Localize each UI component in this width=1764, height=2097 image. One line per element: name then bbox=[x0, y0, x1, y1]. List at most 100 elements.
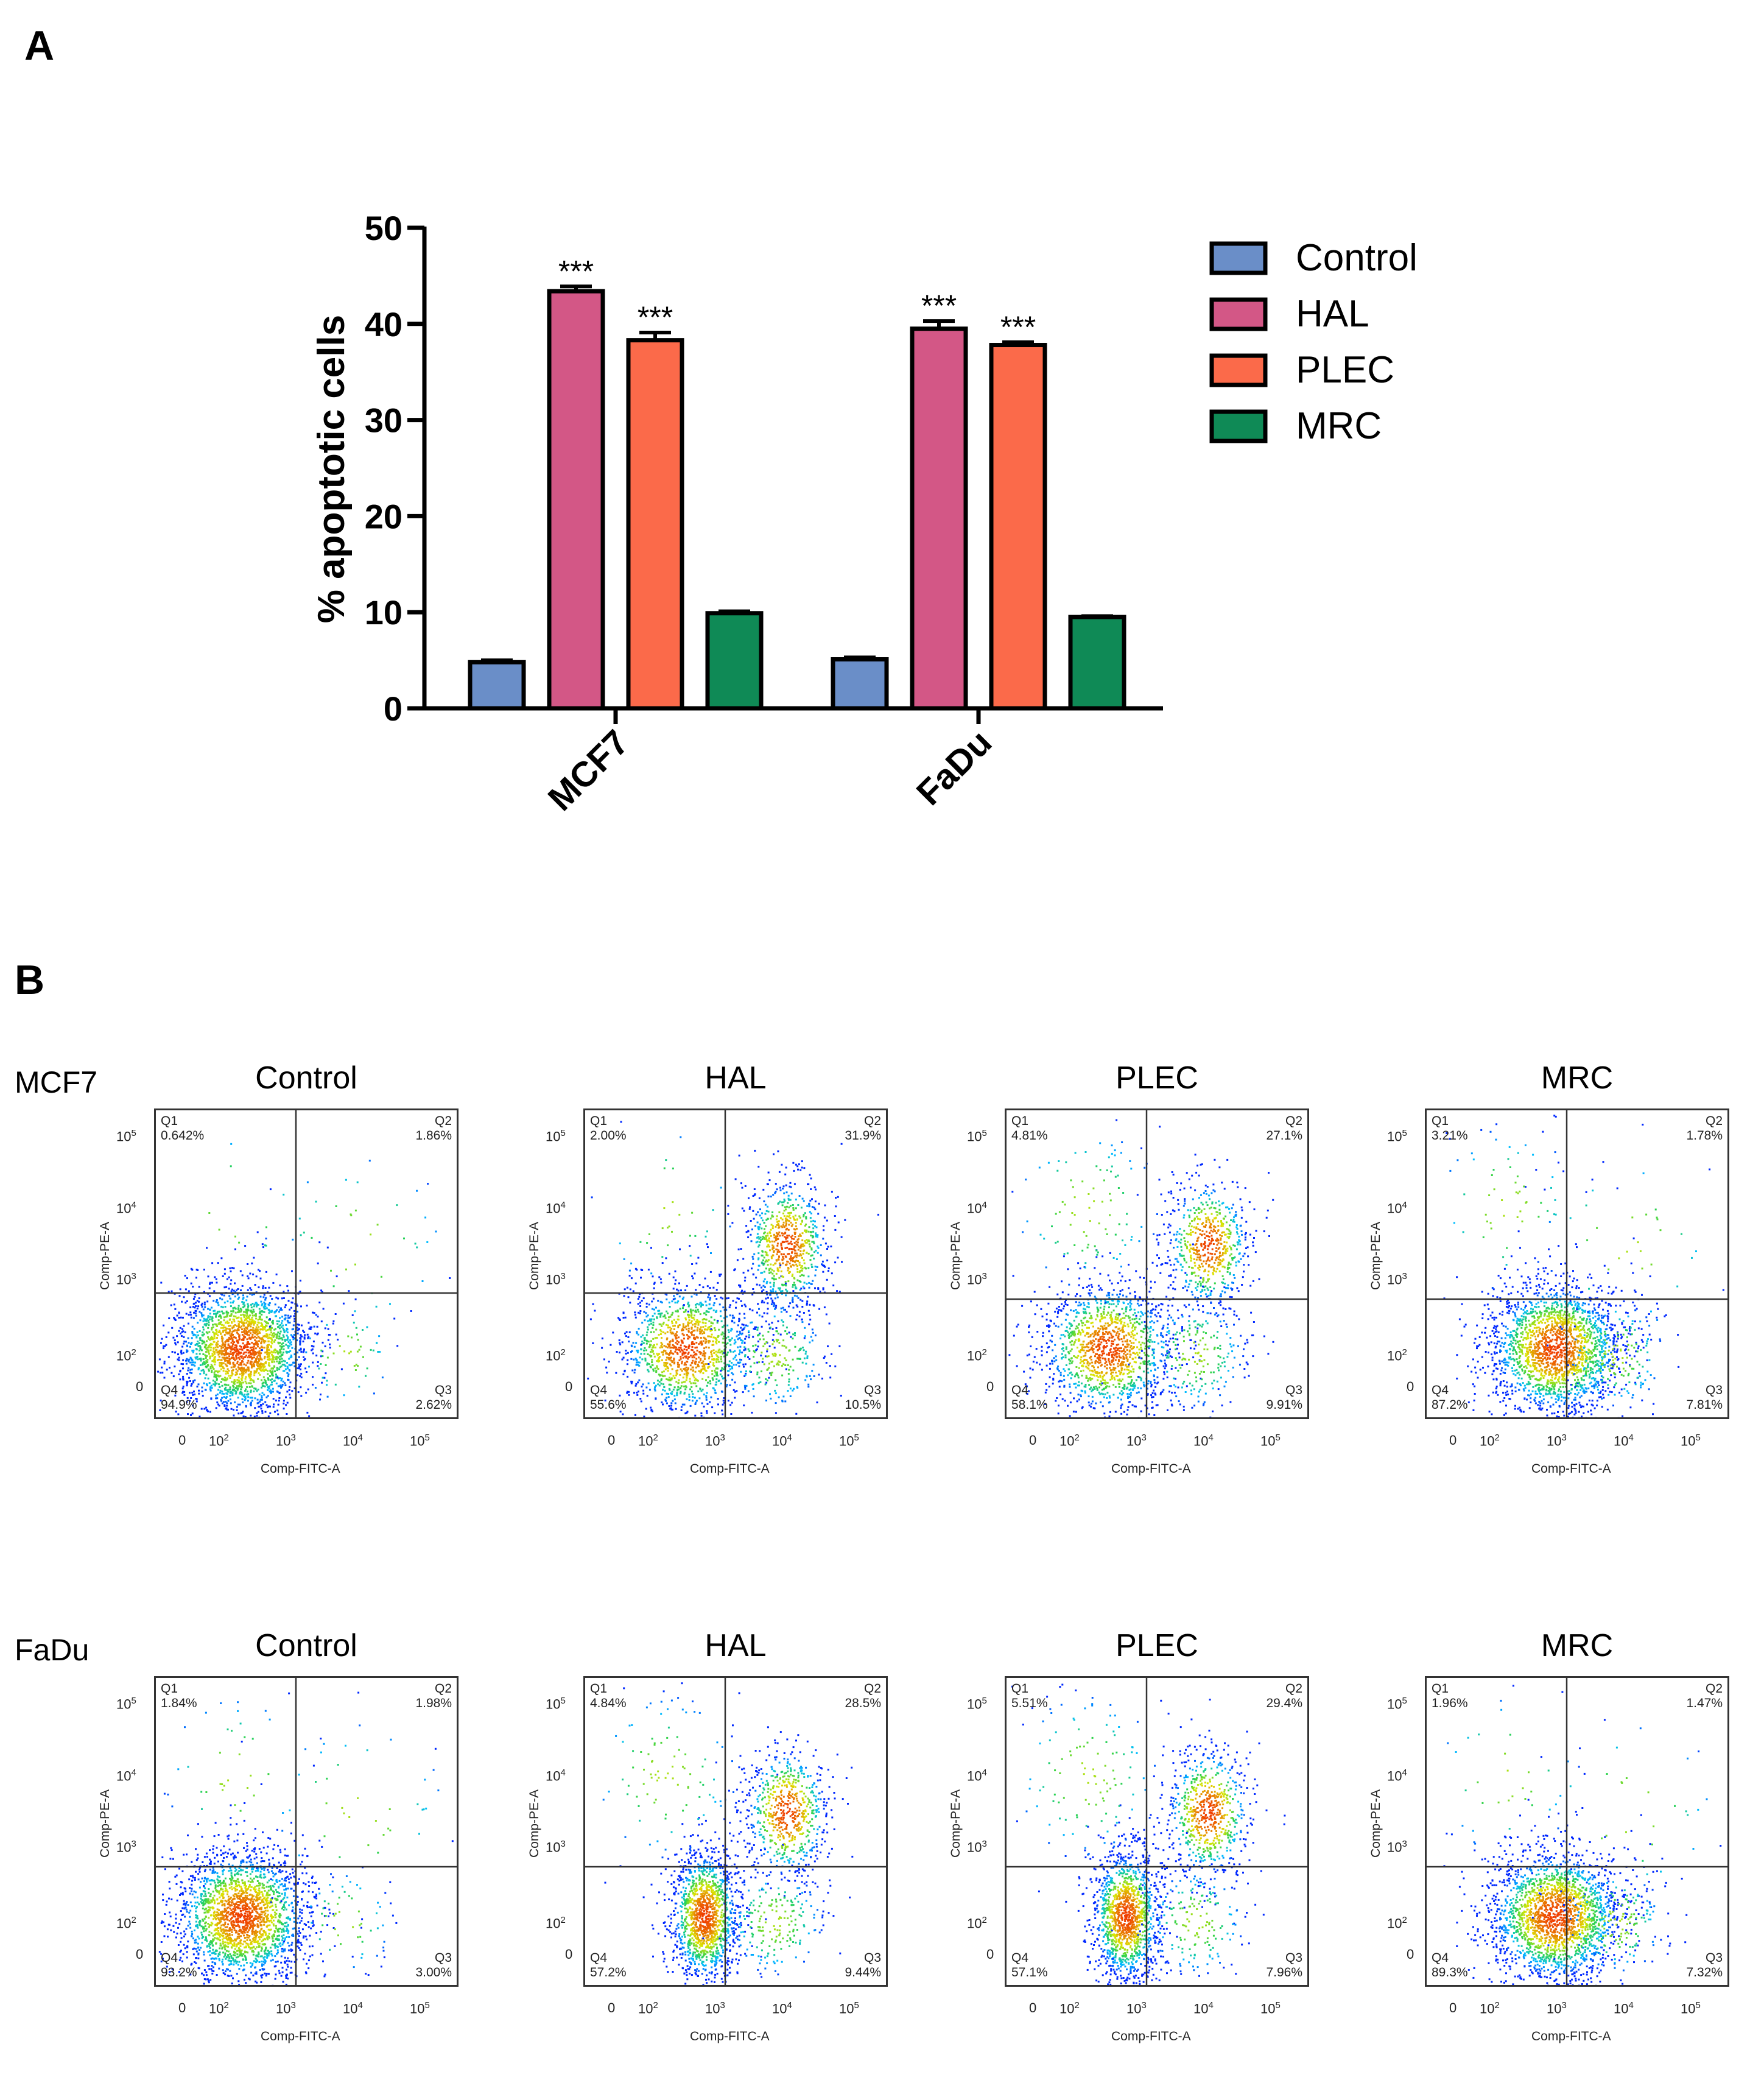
bar-hal-mcf7 bbox=[547, 289, 605, 711]
x-tick-label: 104 bbox=[343, 1433, 363, 1449]
y-axis-label: Comp-PE-A bbox=[949, 1789, 963, 1858]
x-axis-label: Comp-FITC-A bbox=[690, 2029, 770, 2043]
flow-plot-fadu-hal[interactable]: Q1 4.84% Q2 28.5% Q3 9.44% Q4 57.2% bbox=[583, 1676, 888, 1987]
significance-label: *** bbox=[921, 289, 957, 323]
apoptosis-bar-chart: 0 10 20 30 40 50 % apoptotic cells *** *** MCF7 **… bbox=[311, 209, 1418, 819]
quadrant-name: Q1 bbox=[1432, 1682, 1449, 1696]
quadrant-percentage: 27.1% bbox=[1266, 1129, 1302, 1143]
quadrant-percentage: 9.91% bbox=[1266, 1398, 1302, 1412]
bar-mrc-fadu bbox=[1068, 615, 1126, 711]
quadrant-name: Q1 bbox=[1011, 1114, 1029, 1128]
row-label-mcf7: MCF7 bbox=[15, 1065, 98, 1099]
quadrant-label-q2: Q2 1.98% bbox=[415, 1682, 452, 1711]
quadrant-label-q3: Q3 7.32% bbox=[1686, 1951, 1723, 1980]
scatter-points bbox=[157, 1143, 451, 1417]
y-tick-label: 102 bbox=[1387, 1347, 1407, 1364]
bar-mrc-mcf7 bbox=[705, 611, 764, 711]
quadrant-label-q2: Q2 1.78% bbox=[1686, 1114, 1723, 1143]
x-axis-label: Comp-FITC-A bbox=[690, 1462, 770, 1476]
y-tick-label: 0 bbox=[986, 1379, 994, 1394]
quadrant-name: Q1 bbox=[590, 1114, 608, 1128]
quadrant-percentage: 28.5% bbox=[845, 1696, 881, 1710]
x-axis-label: Comp-FITC-A bbox=[1531, 1462, 1611, 1476]
y-axis-label: Comp-PE-A bbox=[527, 1221, 541, 1291]
plot-title-hal: HAL bbox=[705, 1060, 767, 1096]
quadrant-label-q1: Q1 2.00% bbox=[590, 1114, 627, 1143]
x-tick-label: 104 bbox=[1193, 2000, 1214, 2017]
y-tick-label: 103 bbox=[546, 1271, 566, 1288]
quadrant-label-q4: Q4 57.1% bbox=[1011, 1951, 1048, 1980]
y-tick-label: 0 bbox=[136, 1947, 144, 1962]
flow-plot-fadu-control[interactable]: Q1 1.84% Q2 1.98% Q3 3.00% Q4 93.2% bbox=[154, 1676, 459, 1987]
flow-plot-mcf7-hal[interactable]: Q1 2.00% Q2 31.9% Q3 10.5% Q4 55.6% bbox=[583, 1108, 888, 1419]
y-tick-label: 0 bbox=[1407, 1947, 1414, 1962]
scatter-points bbox=[1008, 1119, 1274, 1417]
legend-swatch-plec bbox=[1209, 353, 1268, 387]
quadrant-percentage: 2.00% bbox=[590, 1129, 627, 1143]
y-tick-label: 103 bbox=[116, 1839, 136, 1855]
quadrant-label-q4: Q4 57.2% bbox=[590, 1951, 627, 1980]
y-tick-label: 105 bbox=[546, 1128, 566, 1144]
quadrant-percentage: 4.81% bbox=[1011, 1129, 1048, 1143]
y-tick-label: 10 bbox=[365, 593, 402, 632]
y-axis-label: Comp-PE-A bbox=[527, 1789, 541, 1858]
significance-label: *** bbox=[638, 300, 673, 334]
quadrant-percentage: 1.78% bbox=[1686, 1129, 1723, 1143]
quadrant-name: Q2 bbox=[1285, 1114, 1302, 1128]
quadrant-label-q3: Q3 9.44% bbox=[845, 1951, 881, 1980]
x-tick-label: 102 bbox=[209, 2000, 229, 2017]
y-tick-label: 105 bbox=[1387, 1128, 1407, 1144]
y-axis-label: Comp-PE-A bbox=[98, 1789, 112, 1858]
x-tick-label: 105 bbox=[839, 1433, 859, 1449]
x-tick-label: 105 bbox=[1681, 1433, 1701, 1449]
y-tick-label: 103 bbox=[116, 1271, 136, 1288]
quadrant-label-q1: Q1 1.96% bbox=[1432, 1682, 1468, 1711]
y-tick-label: 104 bbox=[546, 1767, 566, 1784]
quadrant-label-q3: Q3 7.81% bbox=[1686, 1383, 1723, 1412]
bar-plec-mcf7 bbox=[626, 338, 684, 711]
quadrant-label-q4: Q4 58.1% bbox=[1011, 1383, 1048, 1412]
scatter-points bbox=[1443, 1115, 1724, 1417]
y-tick-label: 50 bbox=[365, 209, 402, 247]
quadrant-label-q1: Q1 0.642% bbox=[161, 1114, 204, 1143]
x-tick-label: 102 bbox=[1059, 1433, 1080, 1449]
x-axis-label: Comp-FITC-A bbox=[261, 2029, 340, 2043]
y-tick-label: 0 bbox=[384, 689, 402, 728]
quadrant-percentage: 5.51% bbox=[1011, 1696, 1048, 1710]
quadrant-label-q1: Q1 4.81% bbox=[1011, 1114, 1048, 1143]
x-tick-label: 102 bbox=[1059, 2000, 1080, 2017]
x-tick-label: 103 bbox=[705, 2000, 725, 2017]
quadrant-label-q2: Q2 28.5% bbox=[845, 1682, 881, 1711]
flow-plot-mcf7-mrc[interactable]: Q1 3.21% Q2 1.78% Q3 7.81% Q4 87.2% bbox=[1425, 1108, 1729, 1419]
flow-plot-fadu-mrc[interactable]: Q1 1.96% Q2 1.47% Q3 7.32% Q4 89.3% bbox=[1425, 1676, 1729, 1987]
x-tick-label: 105 bbox=[1681, 2000, 1701, 2017]
flow-plot-fadu-plec[interactable]: Q1 5.51% Q2 29.4% Q3 7.96% Q4 57.1% bbox=[1005, 1676, 1309, 1987]
y-tick-label: 103 bbox=[967, 1839, 987, 1855]
y-tick-label: 105 bbox=[967, 1696, 987, 1712]
significance-label: *** bbox=[558, 254, 594, 288]
quadrant-label-q1: Q1 5.51% bbox=[1011, 1682, 1048, 1711]
legend-label-mrc: MRC bbox=[1296, 405, 1382, 447]
y-tick-label: 105 bbox=[546, 1696, 566, 1712]
quadrant-percentage: 93.2% bbox=[161, 1965, 197, 1979]
y-axis-label: Comp-PE-A bbox=[949, 1221, 963, 1291]
quadrant-label-q3: Q3 10.5% bbox=[845, 1383, 881, 1412]
quadrant-name: Q1 bbox=[590, 1682, 608, 1696]
quadrant-percentage: 7.81% bbox=[1686, 1398, 1723, 1412]
quadrant-name: Q2 bbox=[863, 1682, 881, 1696]
x-tick-label: 103 bbox=[1126, 2000, 1147, 2017]
flow-plot-mcf7-plec[interactable]: Q1 4.81% Q2 27.1% Q3 9.91% Q4 58.1% bbox=[1005, 1108, 1309, 1419]
y-tick-label: 102 bbox=[116, 1915, 136, 1931]
quadrant-name: Q3 bbox=[1705, 1383, 1723, 1397]
flow-plot-mcf7-control[interactable]: Q1 0.642% Q2 1.86% Q3 2.62% Q4 94.9% bbox=[154, 1108, 459, 1419]
panel-b-label: B bbox=[15, 957, 45, 1003]
y-tick-label: 0 bbox=[986, 1947, 994, 1962]
quadrant-label-q2: Q2 29.4% bbox=[1266, 1682, 1302, 1711]
quadrant-label-q1: Q1 4.84% bbox=[590, 1682, 627, 1711]
quadrant-name: Q1 bbox=[161, 1114, 178, 1128]
y-tick-label: 104 bbox=[967, 1200, 987, 1216]
x-tick-label: 102 bbox=[1480, 1433, 1500, 1449]
y-tick-label: 0 bbox=[136, 1379, 144, 1394]
y-tick-label: 0 bbox=[565, 1947, 573, 1962]
quadrant-percentage: 31.9% bbox=[845, 1129, 881, 1143]
